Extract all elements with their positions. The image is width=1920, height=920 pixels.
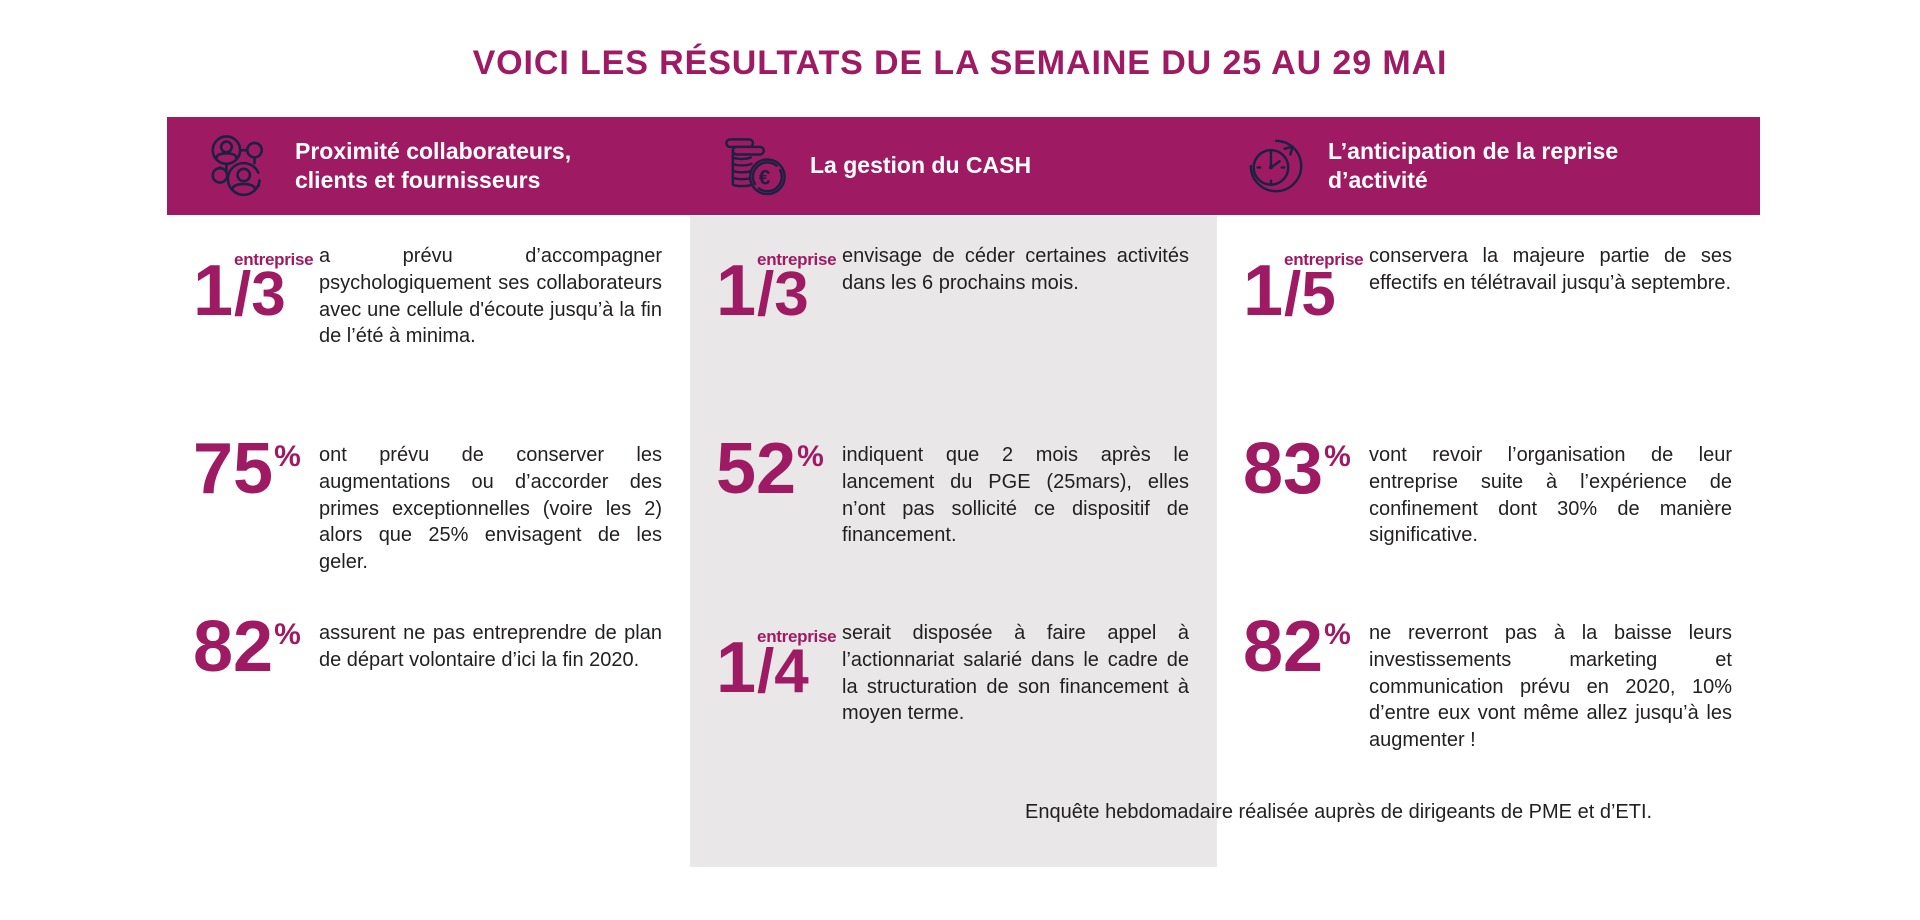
svg-text:€: € <box>759 167 771 190</box>
